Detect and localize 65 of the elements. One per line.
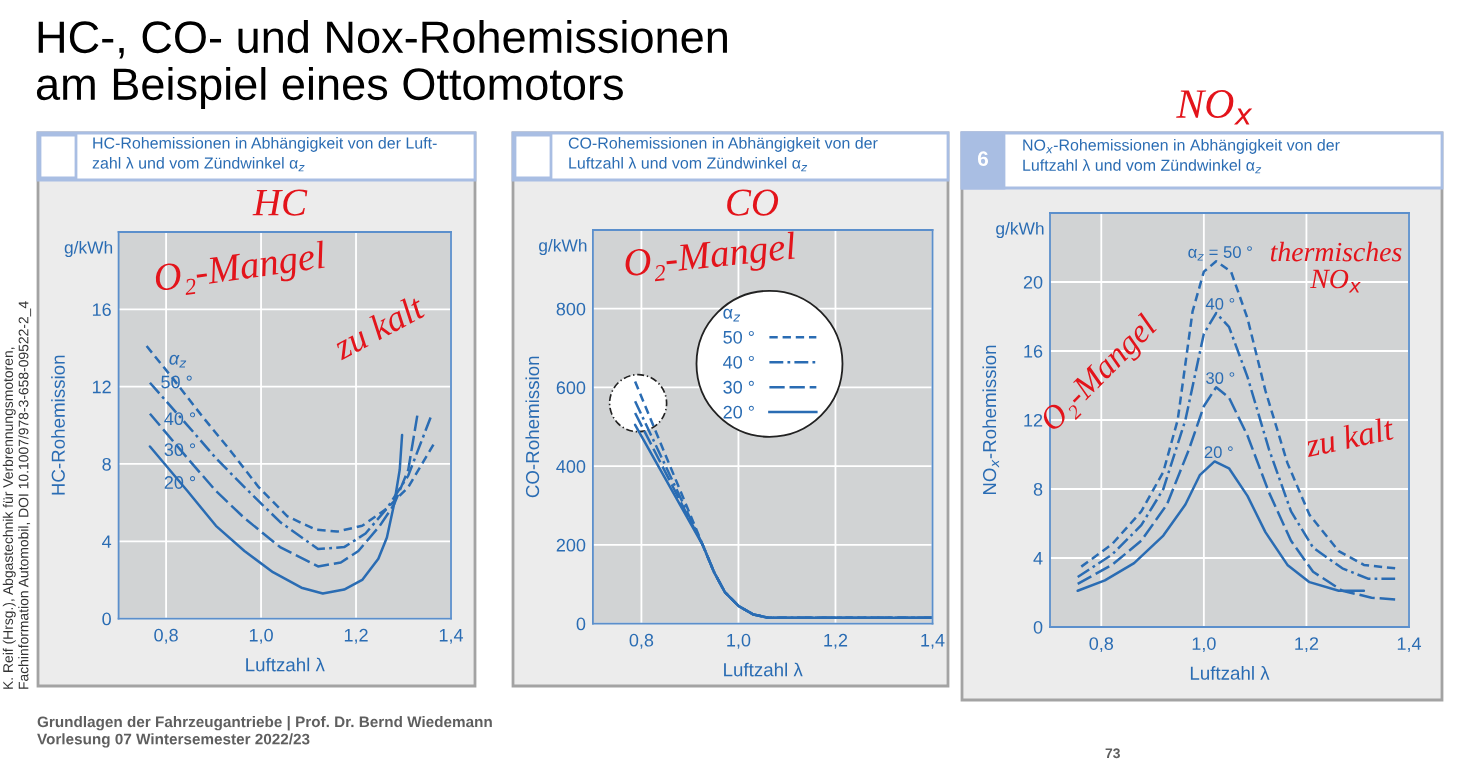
text: CO (727, 189, 779, 216)
legend-label: 40 ° (723, 355, 754, 369)
x-tick-label: 1,4 (439, 628, 464, 644)
y-axis-title: HC-Rohemission (51, 355, 65, 495)
x-tick-label: 1,0 (249, 628, 273, 644)
x-axis-title: Luftzahl λ (1190, 666, 1270, 680)
x-tick-label: 1,0 (727, 633, 751, 649)
annotation: O₂-Mangel (153, 240, 328, 300)
chart-title: CO-Rohemissionen in Abhängigkeit von der Luftzahl λ und vom Zündwinkel α$_{z}$ (568, 137, 878, 172)
legend-label: 50 ° (723, 330, 754, 344)
y-tick-label: 16 (1024, 344, 1043, 358)
x-tick-label: 1,2 (824, 633, 848, 649)
text: 73 (1105, 748, 1120, 759)
x-tick-label: 1,2 (344, 628, 368, 644)
y-tick-label: 400 (556, 460, 586, 473)
series-label: 50 ° (161, 375, 192, 389)
y-tick-label: 0 (576, 617, 586, 631)
annotation: thermisches NO$_{x}$ (1270, 241, 1402, 293)
y-axis-title: CO-Rohemission (525, 356, 540, 498)
series-label: 40 ° (1205, 297, 1235, 310)
x-tick-label: 1,4 (1397, 637, 1422, 653)
x-tick-label: 1,0 (1192, 637, 1216, 653)
chart-title: HC-Rohemissionen in Abhängigkeit von der Luft- zahl λ und vom Zündwinkel α$_{z}$ (92, 137, 437, 172)
text: 6 (977, 151, 989, 167)
legend-title: α$_{z}$ (723, 308, 741, 322)
y-tick-label: 8 (102, 457, 111, 471)
x-tick-label: 0,8 (154, 628, 178, 644)
text: g/kWh (996, 221, 1044, 239)
x-tick-label: 1,4 (921, 633, 945, 649)
y-tick-label: 20 (1023, 275, 1043, 289)
y-axis-title: NO$_{x}$-Rohemission (982, 345, 1000, 495)
y-tick-label: 0 (1033, 620, 1043, 634)
text: g/kWh (539, 238, 587, 256)
legend-title: α$_{z}$ (169, 354, 187, 368)
y-tick-label: 4 (1033, 552, 1043, 565)
y-tick-label: 16 (92, 303, 111, 317)
text: K. Reif (Hrsg.), Abgastechnik für Verbrennungsmotoren, Fachinformation Automobil, DOI 10.1007/978-3-658-09522-2_4 (2, 301, 32, 689)
series-label: α$_{z}$ = 50 ° (1188, 246, 1252, 261)
x-tick-label: 0,8 (1089, 637, 1114, 653)
text: HC-, CO- und Nox-Rohemissionen am Beispiel eines Ottomotors (36, 20, 727, 110)
text: NO$_{x}$ (1176, 90, 1253, 125)
text: Grundlagen der Fahrzeugantriebe | Prof. Dr. Bernd Wiedemann Vorlesung 07 Wintersemester 2022/23 (37, 716, 492, 748)
series-label: 40 ° (164, 412, 196, 426)
legend-label: 20 ° (723, 405, 754, 419)
text: HC (252, 189, 308, 216)
series-label: 20 ° (1204, 446, 1233, 459)
y-tick-label: 8 (1033, 482, 1043, 496)
annotation: zu kalt (1303, 415, 1396, 458)
annotation: O₂-Mangel (623, 231, 798, 285)
y-tick-label: 0 (102, 612, 111, 626)
x-axis-title: Luftzahl λ (246, 657, 325, 672)
chart-title: NO$_{x}$-Rohemissionen in Abhängigkeit von der Luftzahl λ und vom Zündwinkel α$_{z}$ (1023, 139, 1340, 174)
x-tick-label: 1,2 (1295, 637, 1319, 653)
legend-label: 30 ° (723, 380, 754, 394)
series-label: 30 ° (1206, 372, 1235, 384)
x-axis-title: Luftzahl λ (724, 662, 803, 677)
y-tick-label: 12 (1024, 413, 1043, 427)
x-tick-label: 0,8 (629, 633, 654, 649)
y-tick-label: 12 (92, 380, 111, 394)
y-tick-label: 200 (556, 538, 586, 552)
y-tick-label: 600 (556, 381, 586, 395)
y-tick-label: 4 (102, 535, 112, 548)
text: g/kWh (64, 240, 113, 258)
y-tick-label: 800 (556, 302, 586, 316)
annotation: zu kalt (329, 292, 427, 361)
